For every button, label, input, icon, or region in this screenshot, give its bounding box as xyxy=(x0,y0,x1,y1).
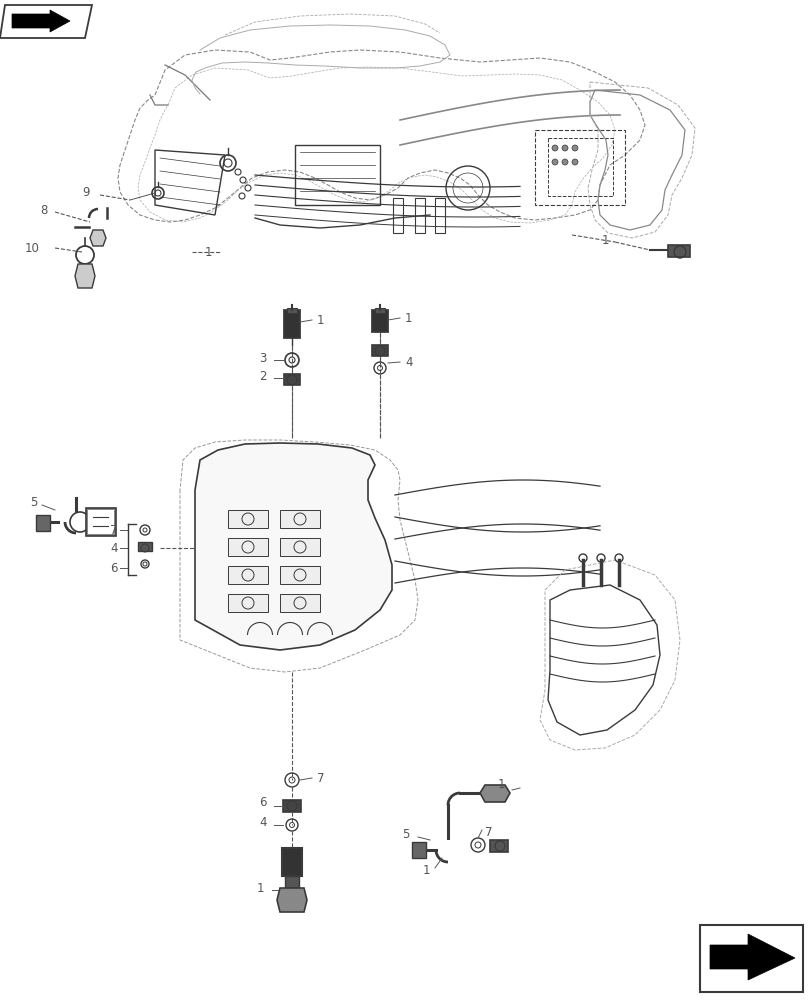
Text: 1: 1 xyxy=(204,245,212,258)
Text: 1: 1 xyxy=(256,882,264,894)
Polygon shape xyxy=(709,934,794,980)
Text: 5: 5 xyxy=(402,828,410,842)
Bar xyxy=(138,542,152,551)
Bar xyxy=(667,245,689,257)
Bar xyxy=(375,308,384,313)
Text: 7: 7 xyxy=(110,524,118,536)
Text: 6: 6 xyxy=(110,562,118,574)
Bar xyxy=(393,198,402,233)
Bar xyxy=(699,925,802,992)
Polygon shape xyxy=(479,785,509,802)
Bar xyxy=(547,138,612,196)
Text: 7: 7 xyxy=(316,772,324,784)
Text: 1: 1 xyxy=(405,312,412,324)
Text: 2: 2 xyxy=(260,369,267,382)
Text: 1: 1 xyxy=(316,314,324,326)
Bar xyxy=(280,538,320,556)
Text: 1: 1 xyxy=(422,863,430,876)
Circle shape xyxy=(561,159,568,165)
Text: 5: 5 xyxy=(31,496,38,510)
Text: 4: 4 xyxy=(260,816,267,830)
Bar xyxy=(414,198,424,233)
Circle shape xyxy=(571,145,577,151)
Bar xyxy=(281,848,302,876)
Bar xyxy=(283,800,301,812)
Text: 7: 7 xyxy=(484,826,492,838)
Bar xyxy=(534,130,624,205)
Bar xyxy=(280,594,320,612)
Circle shape xyxy=(571,159,577,165)
Bar xyxy=(280,566,320,584)
Text: 10: 10 xyxy=(25,241,40,254)
Text: 1: 1 xyxy=(600,233,608,246)
Polygon shape xyxy=(75,264,95,288)
Bar xyxy=(435,198,444,233)
Bar xyxy=(285,876,298,888)
Text: 6: 6 xyxy=(260,796,267,810)
Polygon shape xyxy=(195,443,392,650)
Circle shape xyxy=(551,159,557,165)
Bar xyxy=(88,510,114,534)
Polygon shape xyxy=(90,230,106,246)
Bar xyxy=(280,510,320,528)
Text: 4: 4 xyxy=(405,356,412,368)
Bar xyxy=(371,310,388,332)
Text: 4: 4 xyxy=(110,542,118,554)
Bar xyxy=(411,842,426,858)
Bar xyxy=(228,594,268,612)
Polygon shape xyxy=(12,10,70,32)
Bar xyxy=(489,840,508,852)
Bar xyxy=(284,310,299,338)
Bar xyxy=(284,374,299,385)
Bar xyxy=(86,508,116,536)
Bar xyxy=(371,345,388,356)
Bar xyxy=(286,308,297,313)
Text: 1: 1 xyxy=(497,778,505,792)
Bar xyxy=(36,515,50,531)
Text: 3: 3 xyxy=(260,352,267,364)
Polygon shape xyxy=(277,888,307,912)
Bar xyxy=(228,566,268,584)
Text: 9: 9 xyxy=(83,186,90,198)
Bar xyxy=(228,538,268,556)
Circle shape xyxy=(551,145,557,151)
Circle shape xyxy=(561,145,568,151)
Bar xyxy=(228,510,268,528)
Text: 8: 8 xyxy=(41,204,48,217)
Bar xyxy=(294,145,380,205)
